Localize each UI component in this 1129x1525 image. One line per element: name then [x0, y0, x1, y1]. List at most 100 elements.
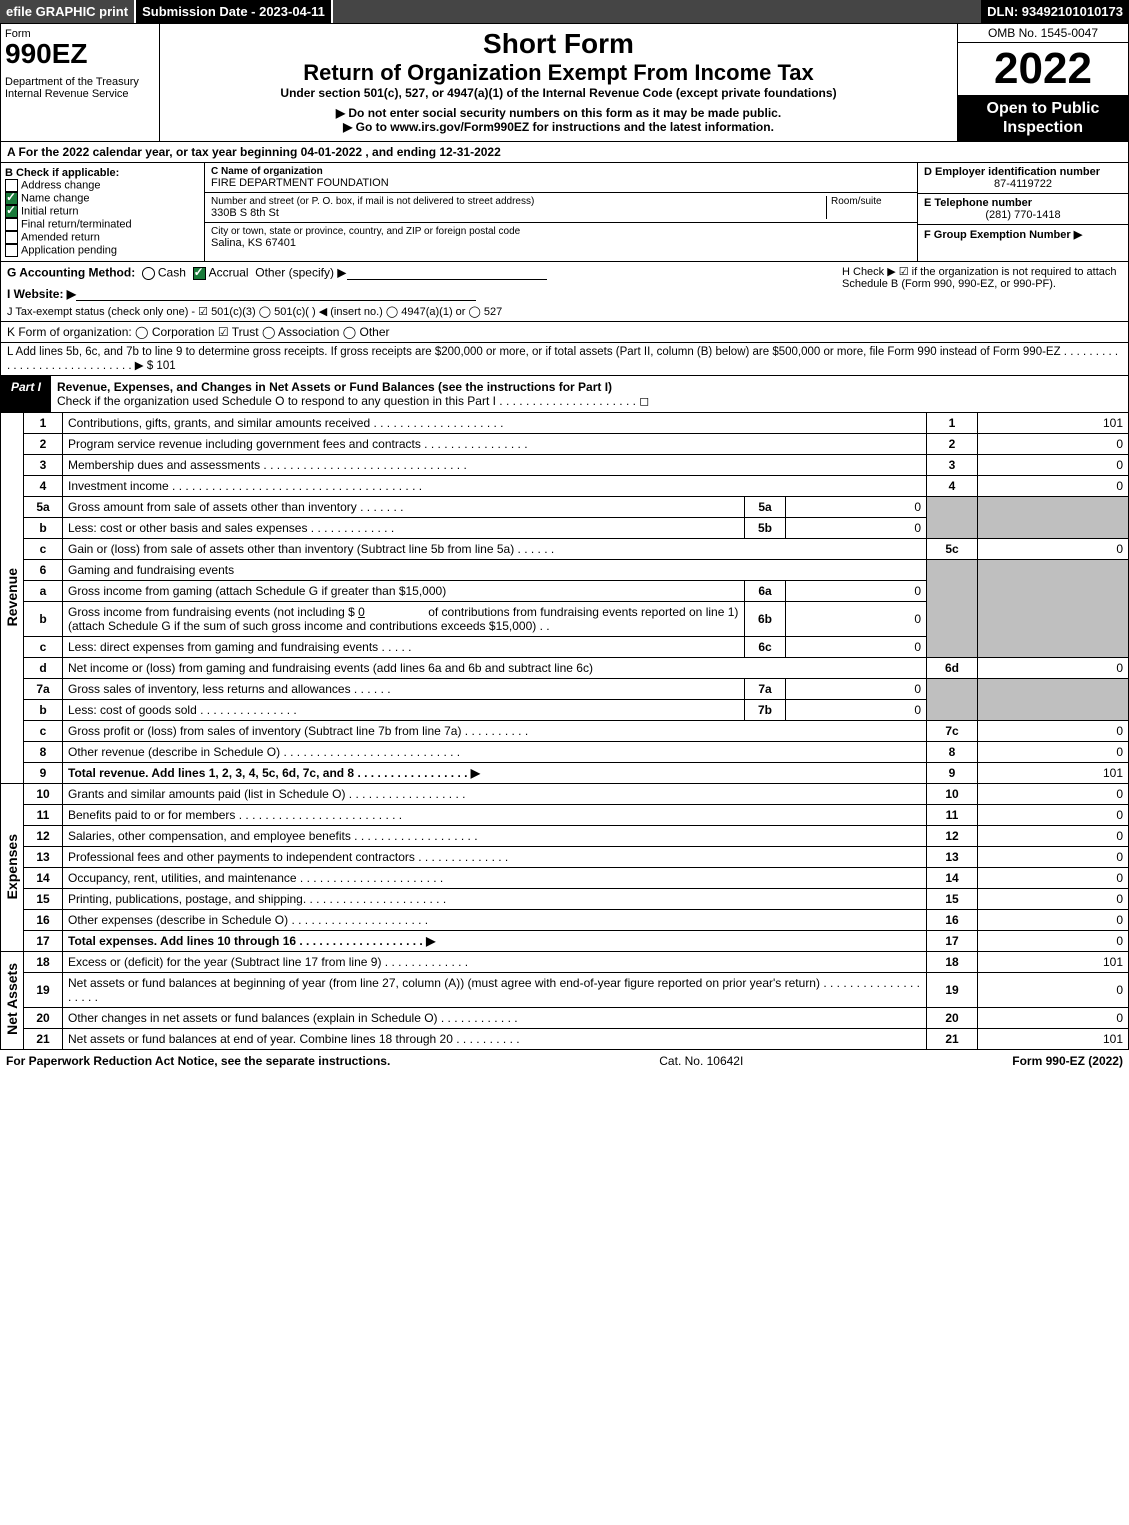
- l4-val: 0: [978, 476, 1129, 497]
- l16-text: Other expenses (describe in Schedule O) …: [63, 910, 927, 931]
- side-netassets: Net Assets: [2, 959, 22, 1039]
- l10-val: 0: [978, 784, 1129, 805]
- l21-text: Net assets or fund balances at end of ye…: [63, 1029, 927, 1050]
- l7c-rn: 7c: [927, 721, 978, 742]
- l17-text: Total expenses. Add lines 10 through 16 …: [63, 931, 927, 952]
- chk-final-return[interactable]: [5, 218, 18, 231]
- l13-rn: 13: [927, 847, 978, 868]
- form-number: 990EZ: [5, 40, 155, 68]
- l16-num: 16: [24, 910, 63, 931]
- l15-num: 15: [24, 889, 63, 910]
- l6a-sn: 6a: [745, 581, 786, 602]
- l20-rn: 20: [927, 1008, 978, 1029]
- l20-num: 20: [24, 1008, 63, 1029]
- lbl-accrual: Accrual: [209, 266, 249, 280]
- l3-val: 0: [978, 455, 1129, 476]
- l7b-text: Less: cost of goods sold . . . . . . . .…: [63, 700, 745, 721]
- l16-val: 0: [978, 910, 1129, 931]
- l6c-num: c: [24, 637, 63, 658]
- lbl-other: Other (specify) ▶: [255, 266, 346, 280]
- section-g-h: G Accounting Method: Cash Accrual Other …: [0, 262, 1129, 322]
- j-label: J Tax-exempt status (check only one) - ☑…: [7, 305, 834, 318]
- lines-table: Revenue 1 Contributions, gifts, grants, …: [0, 413, 1129, 1050]
- d-ein-value: 87-4119722: [924, 178, 1122, 190]
- l5b-sn: 5b: [745, 518, 786, 539]
- l17-rn: 17: [927, 931, 978, 952]
- c-city-label: City or town, state or province, country…: [211, 226, 911, 237]
- l3-rn: 3: [927, 455, 978, 476]
- chk-application-pending[interactable]: [5, 244, 18, 257]
- l1-num: 1: [24, 413, 63, 434]
- l19-text: Net assets or fund balances at beginning…: [63, 973, 927, 1008]
- l2-text: Program service revenue including govern…: [63, 434, 927, 455]
- footer-left: For Paperwork Reduction Act Notice, see …: [6, 1054, 390, 1068]
- open-to-public: Open to Public Inspection: [958, 95, 1128, 141]
- row-a-tax-year: A For the 2022 calendar year, or tax yea…: [0, 142, 1129, 163]
- tax-year: 2022: [958, 43, 1128, 95]
- l7c-text: Gross profit or (loss) from sales of inv…: [63, 721, 927, 742]
- part1-title: Revenue, Expenses, and Changes in Net As…: [57, 380, 612, 394]
- g-other-input[interactable]: [347, 265, 547, 280]
- l6b-sn: 6b: [745, 602, 786, 637]
- chk-amended-return[interactable]: [5, 231, 18, 244]
- l5a-text: Gross amount from sale of assets other t…: [63, 497, 745, 518]
- l5c-num: c: [24, 539, 63, 560]
- l6c-text: Less: direct expenses from gaming and fu…: [63, 637, 745, 658]
- h-text: H Check ▶ ☑ if the organization is not r…: [834, 265, 1122, 318]
- l2-val: 0: [978, 434, 1129, 455]
- l14-text: Occupancy, rent, utilities, and maintena…: [63, 868, 927, 889]
- l19-val: 0: [978, 973, 1129, 1008]
- part1-check: Check if the organization used Schedule …: [57, 394, 649, 408]
- l17-val: 0: [978, 931, 1129, 952]
- lbl-final-return: Final return/terminated: [21, 219, 132, 231]
- topbar: efile GRAPHIC print Submission Date - 20…: [0, 0, 1129, 23]
- l11-num: 11: [24, 805, 63, 826]
- l14-val: 0: [978, 868, 1129, 889]
- l11-text: Benefits paid to or for members . . . . …: [63, 805, 927, 826]
- chk-initial-return[interactable]: [5, 205, 18, 218]
- l6d-num: d: [24, 658, 63, 679]
- l5a-num: 5a: [24, 497, 63, 518]
- header-info-table: B Check if applicable: Address change Na…: [0, 163, 1129, 262]
- goto-link[interactable]: ▶ Go to www.irs.gov/Form990EZ for instru…: [164, 120, 953, 134]
- l6-text: Gaming and fundraising events: [63, 560, 927, 581]
- i-website-input[interactable]: [76, 286, 476, 301]
- side-revenue: Revenue: [2, 564, 22, 630]
- l8-text: Other revenue (describe in Schedule O) .…: [63, 742, 927, 763]
- l2-rn: 2: [927, 434, 978, 455]
- chk-cash[interactable]: [142, 267, 155, 280]
- l7b-sn: 7b: [745, 700, 786, 721]
- l7c-num: c: [24, 721, 63, 742]
- l5a-sv: 0: [786, 497, 927, 518]
- lbl-cash: Cash: [158, 266, 186, 280]
- footer-right: Form 990-EZ (2022): [1012, 1054, 1123, 1068]
- l18-num: 18: [24, 952, 63, 973]
- l5c-text: Gain or (loss) from sale of assets other…: [63, 539, 927, 560]
- g-label: G Accounting Method:: [7, 266, 135, 280]
- l7a-sn: 7a: [745, 679, 786, 700]
- l15-rn: 15: [927, 889, 978, 910]
- dln: DLN: 93492101010173: [981, 0, 1129, 23]
- chk-accrual[interactable]: [193, 267, 206, 280]
- l14-rn: 14: [927, 868, 978, 889]
- l6b-sv: 0: [786, 602, 927, 637]
- c-room-label: Room/suite: [831, 196, 911, 207]
- l13-val: 0: [978, 847, 1129, 868]
- section-l: L Add lines 5b, 6c, and 7b to line 9 to …: [0, 343, 1129, 376]
- l21-val: 101: [978, 1029, 1129, 1050]
- l6b-num: b: [24, 602, 63, 637]
- section-k: K Form of organization: ◯ Corporation ☑ …: [0, 322, 1129, 343]
- title-return: Return of Organization Exempt From Incom…: [164, 60, 953, 86]
- dept-treasury: Department of the Treasury: [5, 76, 155, 88]
- l21-num: 21: [24, 1029, 63, 1050]
- l6a-num: a: [24, 581, 63, 602]
- l4-rn: 4: [927, 476, 978, 497]
- l6b-text: Gross income from fundraising events (no…: [63, 602, 745, 637]
- l15-text: Printing, publications, postage, and shi…: [63, 889, 927, 910]
- l15-val: 0: [978, 889, 1129, 910]
- dept-irs: Internal Revenue Service: [5, 88, 155, 100]
- l4-num: 4: [24, 476, 63, 497]
- l8-val: 0: [978, 742, 1129, 763]
- part1-header: Part I Revenue, Expenses, and Changes in…: [0, 376, 1129, 413]
- lbl-initial-return: Initial return: [21, 206, 78, 218]
